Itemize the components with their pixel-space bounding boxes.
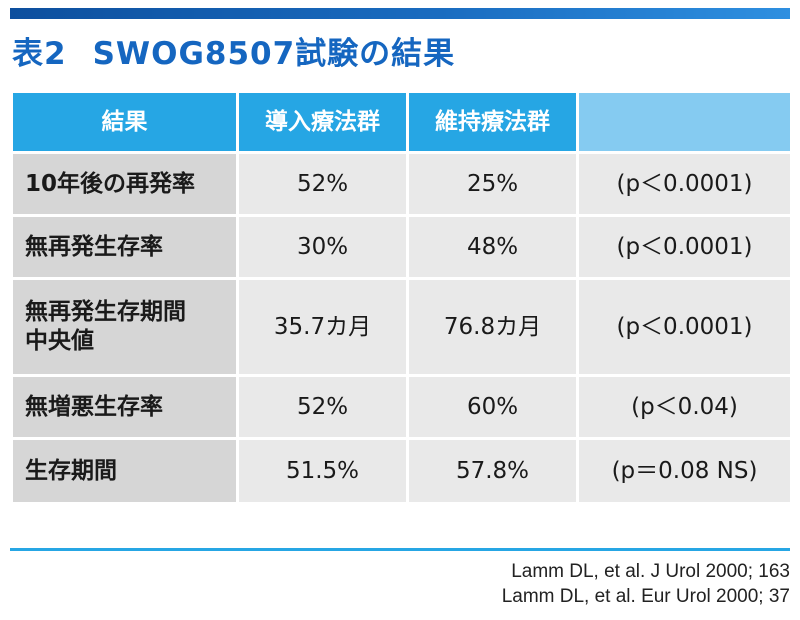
row-label: 無再発生存率 [10, 214, 239, 280]
p-value: (p＜0.0001) [576, 277, 793, 377]
maintenance-value: 60% [406, 374, 579, 440]
table-row: 無再発生存率 30% 48% (p＜0.0001) [10, 214, 793, 280]
top-rule [10, 8, 790, 19]
table-row: 無再発生存期間 中央値 35.7カ月 76.8カ月 (p＜0.0001) [10, 277, 793, 377]
row-label: 無再発生存期間 中央値 [10, 277, 239, 377]
row-label: 無増悪生存率 [10, 374, 239, 440]
induction-value: 30% [236, 214, 409, 280]
row-label-line: 中央値 [25, 328, 94, 354]
reference-line: Lamm DL, et al. Eur Urol 2000; 37 [501, 586, 790, 607]
reference-line: Lamm DL, et al. J Urol 2000; 163 [511, 561, 790, 582]
header-maintenance: 維持療法群 [406, 90, 579, 154]
maintenance-value: 48% [406, 214, 579, 280]
bottom-rule [10, 548, 790, 551]
maintenance-value: 76.8カ月 [406, 277, 579, 377]
header-result: 結果 [10, 90, 239, 154]
table-header-row: 結果 導入療法群 維持療法群 [10, 90, 793, 154]
induction-value: 52% [236, 374, 409, 440]
row-label-line: 無再発生存期間 [25, 299, 186, 325]
header-induction: 導入療法群 [236, 90, 409, 154]
table-row: 無増悪生存率 52% 60% (p＜0.04) [10, 374, 793, 440]
table-row: 生存期間 51.5% 57.8% (p＝0.08 NS) [10, 437, 793, 505]
table-number: 表2 [12, 36, 67, 72]
maintenance-value: 57.8% [406, 437, 579, 505]
results-table: 結果 導入療法群 維持療法群 10年後の再発率 52% 25% (p＜0.000… [10, 90, 793, 505]
p-value: (p＜0.04) [576, 374, 793, 440]
table-title: 表2 SWOG8507試験の結果 [12, 28, 455, 73]
induction-value: 52% [236, 151, 409, 217]
table-title-text: SWOG8507試験の結果 [92, 36, 456, 72]
maintenance-value: 25% [406, 151, 579, 217]
row-label: 生存期間 [10, 437, 239, 505]
table-row: 10年後の再発率 52% 25% (p＜0.0001) [10, 151, 793, 217]
header-p-value [576, 90, 793, 154]
induction-value: 51.5% [236, 437, 409, 505]
p-value: (p＜0.0001) [576, 151, 793, 217]
row-label: 10年後の再発率 [10, 151, 239, 217]
references: Lamm DL, et al. J Urol 2000; 163 Lamm DL… [502, 559, 790, 609]
p-value: (p＝0.08 NS) [576, 437, 793, 505]
p-value: (p＜0.0001) [576, 214, 793, 280]
induction-value: 35.7カ月 [236, 277, 409, 377]
